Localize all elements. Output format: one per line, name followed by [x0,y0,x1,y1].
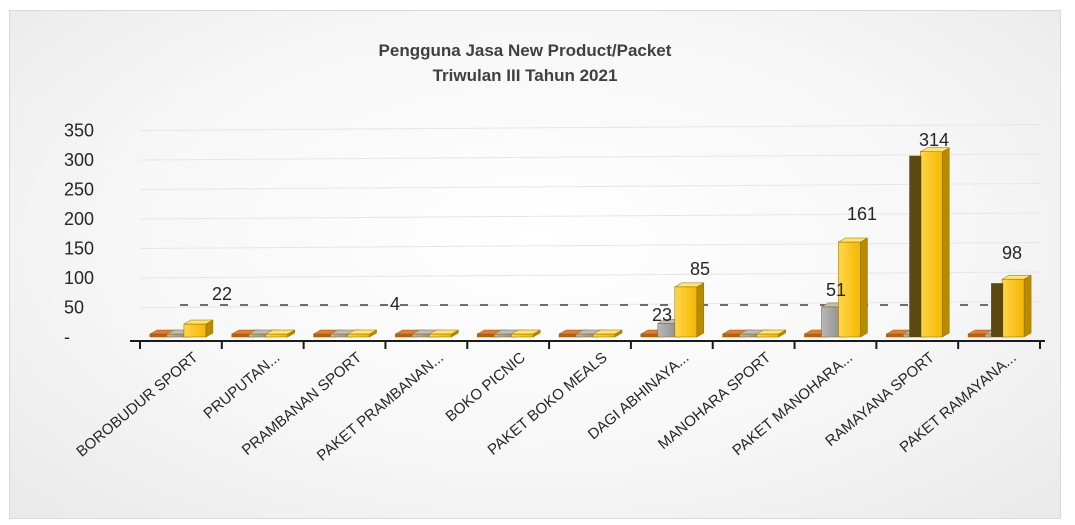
bar-front [265,333,288,338]
bar-front [347,333,370,338]
bar [510,329,542,338]
bar [428,329,460,338]
bar [919,147,951,338]
gridline [139,153,1041,161]
bar-top [428,329,460,335]
bar-front [756,333,779,338]
bar-front [1001,278,1025,338]
y-tick-label: 250 [64,180,94,200]
bar [1001,274,1033,338]
chart-area: Pengguna Jasa New Product/Packet Triwula… [9,10,1061,519]
bar-front [592,333,616,338]
bar-front [674,286,698,338]
bar-top [673,282,705,288]
gridline [139,301,1041,308]
data-label: 4 [390,294,400,314]
chart-subtitle: Triwulan III Tahun 2021 [433,66,618,85]
data-label: 85 [690,259,710,279]
bar [755,329,787,338]
bar-top [1001,274,1033,280]
bar [182,319,214,338]
data-label: 22 [212,284,232,304]
bar-side [942,147,950,338]
chart-svg: Pengguna Jasa New Product/Packet Triwula… [64,41,1045,465]
gridline [139,212,1041,220]
y-tick-label: 100 [64,268,94,288]
data-label: 23 [652,305,672,325]
bar-top [755,329,787,335]
data-label: 161 [847,204,877,224]
bar-top [182,319,214,325]
y-tick-label: 350 [64,121,94,141]
bar-side [696,282,705,338]
bar-top [264,329,296,335]
bar-front [510,333,534,338]
bar-top [346,329,378,335]
y-tick-label: 150 [64,239,94,259]
y-tick-label: 50 [64,298,84,318]
bar [592,329,623,338]
bar-back-shadow [991,283,1004,337]
gridline [139,271,1041,279]
data-label: 98 [1002,243,1022,263]
bar [264,329,296,338]
x-axis [130,340,1045,349]
y-tick-label: - [64,327,70,347]
bar [346,329,378,338]
bars [148,147,1033,338]
bar-front [183,323,207,338]
bar [673,282,705,338]
bar-side [860,237,868,338]
bar-top [510,329,542,335]
gridline [139,183,1041,190]
bar-top [837,237,869,243]
gridline [139,124,1041,131]
data-label: 314 [919,130,949,150]
bar-top [919,147,951,152]
bar-front [429,333,452,338]
gridlines [139,124,1041,308]
x-tick-label: PRUPUTAN... [200,349,283,422]
bar-side [1023,274,1032,338]
bar-front [920,151,943,338]
bar [837,237,869,338]
data-label: 51 [826,280,846,300]
x-tick-label: BOKO PICNIC [442,349,528,425]
y-tick-label: 200 [64,209,94,229]
bar-back-shadow [909,155,922,337]
y-tick-label: 300 [64,150,94,170]
x-tick-label: BOROBUDUR SPORT [73,349,201,460]
y-axis-ticks: - 50 100 150 200 250 300 350 [64,121,94,348]
chart-title: Pengguna Jasa New Product/Packet [379,41,672,60]
data-labels: 22 4 23 85 51 161 314 98 [212,130,1022,325]
bar-top [592,329,623,335]
gridline [139,242,1041,249]
